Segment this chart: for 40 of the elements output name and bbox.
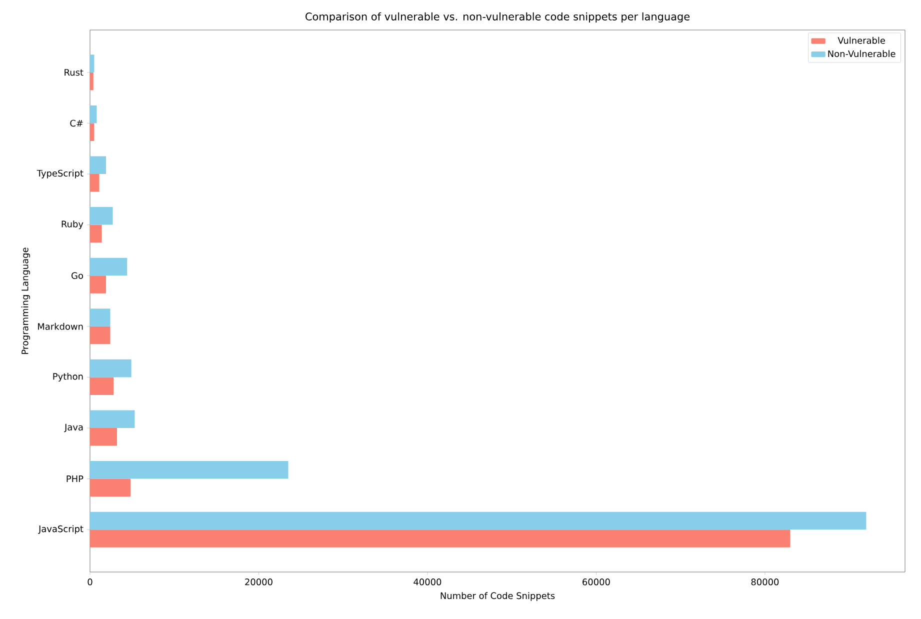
y-tick-label: Rust (64, 69, 84, 76)
y-tick-label: Python (53, 372, 83, 382)
y-tick-label: Java (64, 424, 83, 432)
y-axis-title: Programming Language (21, 248, 30, 354)
bar (90, 207, 113, 225)
bar (90, 461, 288, 479)
bar (90, 72, 94, 90)
bar (90, 258, 128, 276)
bar (90, 512, 866, 530)
bar (90, 54, 94, 72)
x-tick-label: 20000 (245, 578, 272, 586)
bar (90, 123, 94, 141)
y-tick-label: Go (72, 272, 83, 279)
y-tick-label: JavaScript (38, 525, 84, 534)
y-tick-label: PHP (66, 476, 84, 482)
chart-title: Comparison of vulnerable vs. non-vulnerable code snippets per language (306, 12, 690, 22)
bar (90, 174, 100, 192)
legend-label: Non-Vulnerable (828, 50, 896, 58)
y-tick-label: TypeScript (36, 170, 84, 178)
x-tick-label: 60000 (582, 578, 610, 586)
bar (90, 276, 106, 294)
bar (90, 377, 114, 395)
bar (90, 428, 117, 446)
bar (90, 530, 790, 548)
bar (90, 478, 130, 497)
bar (90, 224, 102, 243)
y-tick-label: Ruby (62, 220, 84, 230)
bar (90, 105, 97, 124)
x-tick-label: 80000 (751, 578, 779, 586)
y-tick-label: Markdown (38, 322, 83, 330)
bar (90, 410, 135, 428)
x-axis-title: Number of Code Snippets (440, 592, 555, 601)
bar (90, 359, 132, 378)
bar (90, 326, 110, 344)
bar (90, 308, 110, 326)
y-tick-label: C# (70, 120, 83, 127)
x-tick-label: 40000 (414, 578, 442, 586)
legend-label: Vulnerable (838, 36, 885, 44)
bar (90, 156, 106, 174)
x-tick-label: 0 (88, 578, 92, 586)
